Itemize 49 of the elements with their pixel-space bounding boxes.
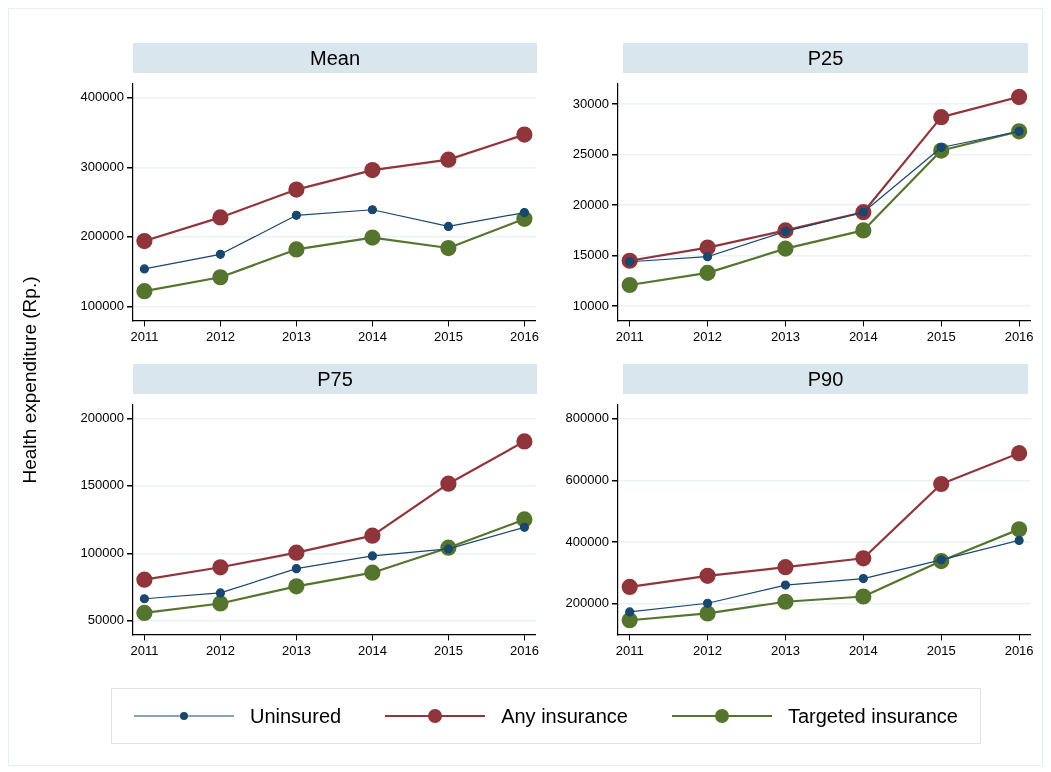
x-tick-label: 2015 bbox=[926, 328, 956, 344]
y-tick-label: 10000 bbox=[572, 297, 609, 313]
legend-label: Uninsured bbox=[249, 704, 342, 728]
chart-title: P75 bbox=[133, 364, 537, 394]
legend-label: Targeted insurance bbox=[787, 704, 958, 728]
y-tick-label: 200000 bbox=[80, 409, 124, 425]
y-tick-label: 600000 bbox=[565, 471, 609, 487]
y-tick-label: 200000 bbox=[565, 595, 609, 611]
legend-label: Any insurance bbox=[501, 704, 628, 728]
y-tick-label: 100000 bbox=[80, 544, 124, 560]
x-tick-label: 2016 bbox=[1004, 642, 1034, 658]
x-tick-label: 2016 bbox=[509, 642, 539, 658]
x-tick-label: 2011 bbox=[130, 328, 159, 344]
x-tick-label: 2012 bbox=[693, 642, 723, 658]
x-tick-label: 2014 bbox=[357, 642, 387, 658]
x-tick-label: 2013 bbox=[281, 642, 311, 658]
x-tick-label: 2014 bbox=[357, 328, 387, 344]
y-tick-label: 25000 bbox=[572, 146, 609, 162]
y-axis-title: Health expenditure (Rp.) bbox=[19, 276, 41, 484]
y-tick-label: 400000 bbox=[80, 89, 124, 105]
x-tick-label: 2014 bbox=[848, 642, 878, 658]
y-tick-label: 15000 bbox=[572, 247, 609, 263]
x-tick-label: 2012 bbox=[205, 328, 235, 344]
x-tick-label: 2011 bbox=[130, 642, 159, 658]
y-tick-label: 800000 bbox=[565, 410, 609, 426]
x-tick-label: 2011 bbox=[615, 328, 644, 344]
y-tick-label: 50000 bbox=[87, 612, 124, 628]
x-tick-label: 2016 bbox=[509, 328, 539, 344]
y-tick-label: 150000 bbox=[80, 477, 124, 493]
x-tick-label: 2015 bbox=[433, 328, 463, 344]
y-tick-label: 20000 bbox=[572, 196, 609, 212]
x-tick-label: 2012 bbox=[205, 642, 235, 658]
x-tick-label: 2013 bbox=[281, 328, 311, 344]
chart-title: Mean bbox=[133, 43, 537, 73]
y-tick-label: 30000 bbox=[572, 95, 609, 111]
y-tick-label: 200000 bbox=[80, 228, 124, 244]
x-tick-label: 2013 bbox=[771, 642, 800, 658]
chart-title: P25 bbox=[623, 43, 1028, 73]
y-tick-label: 300000 bbox=[80, 158, 124, 174]
x-tick-label: 2011 bbox=[615, 642, 644, 658]
x-tick-label: 2012 bbox=[693, 328, 723, 344]
x-tick-label: 2014 bbox=[848, 328, 878, 344]
x-tick-label: 2015 bbox=[926, 642, 956, 658]
x-tick-label: 2016 bbox=[1004, 328, 1034, 344]
x-tick-label: 2015 bbox=[433, 642, 463, 658]
x-tick-label: 2013 bbox=[771, 328, 800, 344]
y-tick-label: 100000 bbox=[80, 298, 124, 314]
y-tick-label: 400000 bbox=[565, 533, 609, 549]
chart-title: P90 bbox=[623, 364, 1028, 394]
